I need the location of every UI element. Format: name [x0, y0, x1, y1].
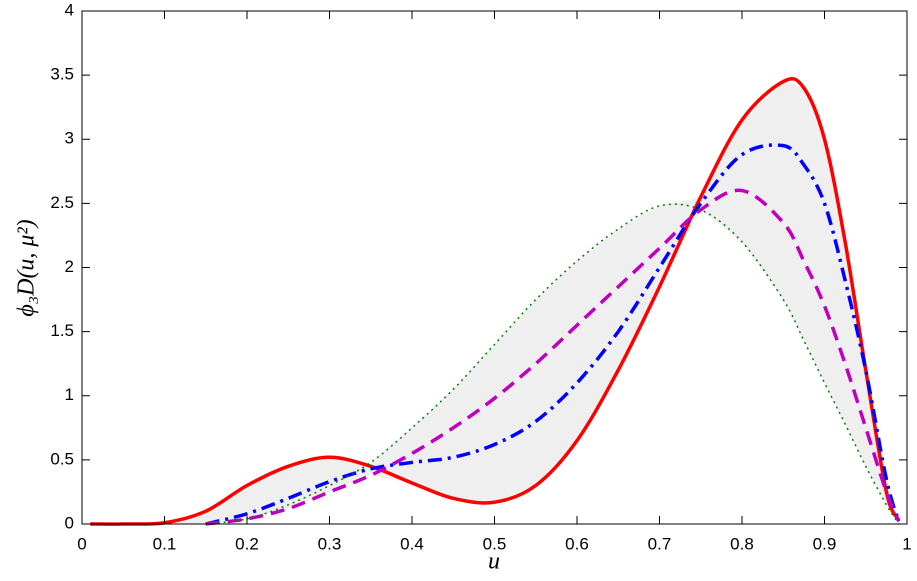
y-tick-label: 2.5	[50, 193, 74, 212]
x-tick-label: 1	[902, 534, 911, 553]
y-tick-label: 3	[65, 129, 74, 148]
line-series	[205, 143, 901, 526]
x-tick-label: 0.6	[565, 534, 589, 553]
x-tick-label: 0.7	[648, 534, 672, 553]
y-tick-label: 1.5	[50, 321, 74, 340]
x-tick-label: 0.1	[153, 534, 177, 553]
line-series	[205, 203, 900, 525]
x-tick-label: 0.2	[235, 534, 259, 553]
x-tick-label: 0.8	[730, 534, 754, 553]
x-tick-label: 0.4	[400, 534, 424, 553]
x-tick-label: 0.5	[483, 534, 507, 553]
y-tick-label: 1	[65, 385, 74, 404]
line-series	[205, 188, 901, 526]
x-tick-label: 0	[77, 534, 86, 553]
x-tick-label: 0.3	[318, 534, 342, 553]
shaded-band	[90, 81, 899, 524]
y-tick-label: 3.5	[50, 65, 74, 84]
y-tick-label: 4	[65, 0, 74, 19]
y-axis-label: ϕ₃D(u, μ²)	[14, 219, 40, 316]
line-series	[90, 76, 901, 526]
y-tick-label: 2	[65, 257, 74, 276]
y-tick-label: 0.5	[50, 449, 74, 468]
x-tick-label: 0.9	[813, 534, 837, 553]
y-tick-label: 0	[65, 513, 74, 532]
x-axis-label: u	[488, 549, 500, 575]
